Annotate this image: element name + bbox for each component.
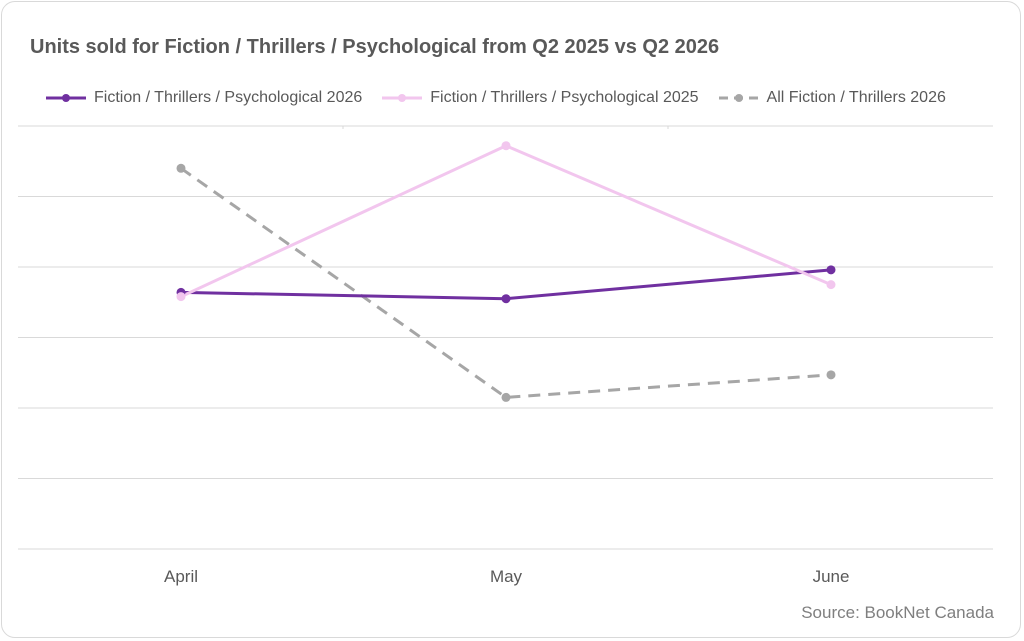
- data-point-series-1-may[interactable]: [501, 141, 511, 151]
- source-note: Source: BookNet Canada: [801, 603, 994, 622]
- legend-item-series-2[interactable]: All Fiction / Thrillers 2026: [717, 89, 946, 107]
- data-point-series-2-april[interactable]: [176, 163, 186, 173]
- legend-label-series-1: Fiction / Thrillers / Psychological 2025: [430, 89, 699, 106]
- x-tick-label-may: May: [490, 567, 523, 586]
- legend-item-series-1[interactable]: Fiction / Thrillers / Psychological 2025: [380, 89, 699, 107]
- chart-legend: Fiction / Thrillers / Psychological 2026…: [44, 87, 946, 109]
- legend-label-series-0: Fiction / Thrillers / Psychological 2026: [94, 89, 363, 106]
- data-point-series-1-april[interactable]: [176, 292, 186, 302]
- data-point-series-1-june[interactable]: [826, 280, 836, 290]
- legend-marker-series-2: [718, 94, 759, 102]
- data-point-series-2-june[interactable]: [826, 370, 836, 380]
- data-point-series-0-may[interactable]: [501, 294, 511, 304]
- legend-label-series-2: All Fiction / Thrillers 2026: [766, 89, 946, 106]
- series-lines: [180, 144, 832, 399]
- legend-item-series-0[interactable]: Fiction / Thrillers / Psychological 2026: [44, 89, 362, 107]
- x-tick-label-april: April: [164, 567, 198, 586]
- data-point-series-0-june[interactable]: [826, 265, 836, 275]
- legend-marker-series-1: [382, 94, 423, 102]
- x-tick-label-june: June: [813, 567, 850, 586]
- series-line-1[interactable]: [180, 144, 832, 298]
- x-axis-labels: April May June: [164, 567, 849, 586]
- series-line-2[interactable]: [180, 167, 832, 399]
- data-point-series-2-may[interactable]: [501, 392, 511, 402]
- legend-marker-series-0: [46, 94, 86, 102]
- series-points: [176, 141, 836, 402]
- gridlines: [18, 125, 993, 550]
- chart-title: Units sold for Fiction / Thrillers / Psy…: [30, 36, 720, 58]
